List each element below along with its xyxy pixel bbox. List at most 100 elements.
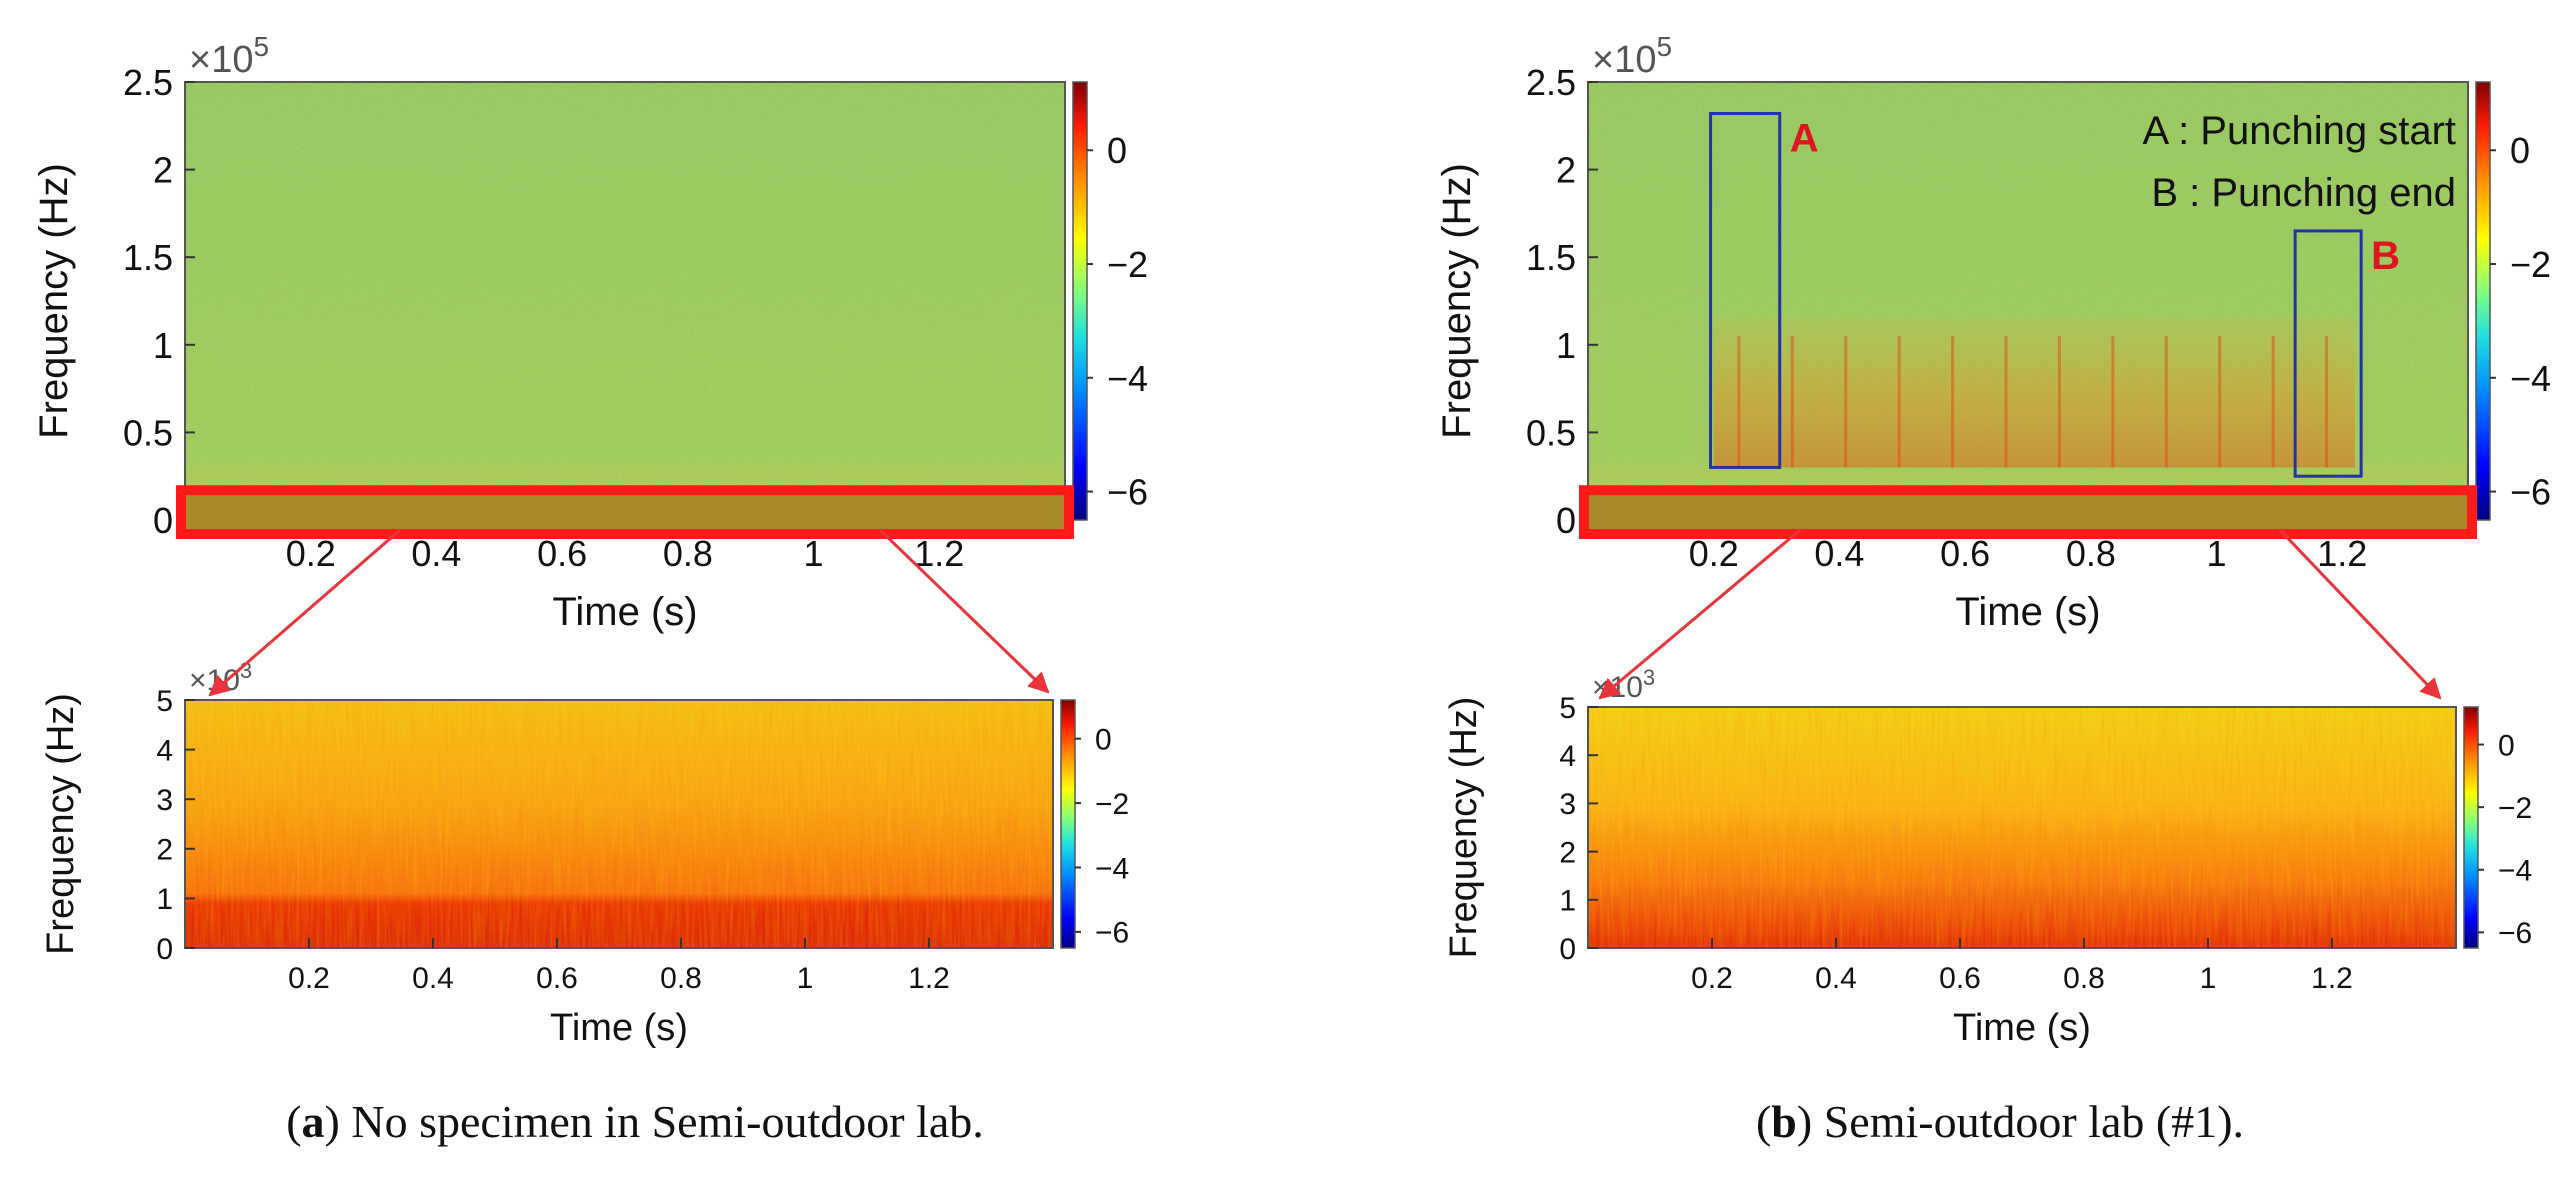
y-tick-label: 0.5 xyxy=(1526,412,1576,453)
colorbar-tick-label: −2 xyxy=(2498,792,2532,825)
x-tick-label: 0.6 xyxy=(537,533,587,574)
y-tick-label: 2.5 xyxy=(1526,62,1576,103)
y-axis-label: Frequency (Hz) xyxy=(40,693,82,955)
y-axis-label: Frequency (Hz) xyxy=(32,163,76,439)
x-tick-label: 0.8 xyxy=(663,533,713,574)
y-axis-multiplier: ×103 xyxy=(189,658,252,697)
x-tick-label: 0.2 xyxy=(1689,533,1739,574)
y-tick-label: 0 xyxy=(1556,500,1576,541)
y-tick-label: 5 xyxy=(156,685,173,718)
x-tick-label: 1.2 xyxy=(2311,962,2353,995)
zoom-arrow-right-a xyxy=(878,528,1050,694)
x-axis-label: Time (s) xyxy=(1953,1007,2091,1049)
y-axis-label: Frequency (Hz) xyxy=(1443,697,1485,959)
y-tick-label: 1.5 xyxy=(1526,237,1576,278)
x-tick-label: 1.2 xyxy=(908,962,950,995)
zoom-region-box xyxy=(1579,485,2477,540)
colorbar-tick-label: −2 xyxy=(2510,244,2551,285)
zoom-arrow-left-b xyxy=(1598,528,1801,700)
y-tick-label: 0.5 xyxy=(123,412,173,453)
colorbar-tick-label: 0 xyxy=(2498,729,2515,762)
y-tick-label: 2 xyxy=(1556,150,1576,191)
x-axis-label: Time (s) xyxy=(1955,590,2100,634)
x-axis-label: Time (s) xyxy=(552,590,697,634)
colorbar-tick-label: −2 xyxy=(1095,788,1129,821)
x-tick-label: 0.6 xyxy=(1940,533,1990,574)
x-tick-label: 0.4 xyxy=(412,962,454,995)
colorbar xyxy=(1060,699,1076,949)
colorbar-tick-label: −6 xyxy=(2510,472,2551,513)
panel-a-top: 0 0.5 1 1.5 2 2.5 0.2 0.4 0.6 0.8 1 1.2 ×105 Time (s)… xyxy=(32,31,1148,634)
x-tick-label: 0.2 xyxy=(286,533,336,574)
panel-a-bottom: 0 1 2 3 4 5 0.2 0.4 0.6 0.8 1 1.2 ×103 Time (s) Freque… xyxy=(40,658,1129,1049)
plot-frame xyxy=(1587,706,2457,949)
y-tick-label: 1.5 xyxy=(123,237,173,278)
caption-a: (a) No specimen in Semi-outdoor lab. xyxy=(286,1096,984,1147)
caption-b: (b) Semi-outdoor lab (#1). xyxy=(1755,1096,2245,1147)
y-axis-label: Frequency (Hz) xyxy=(1435,163,1479,439)
colorbar-tick-label: −4 xyxy=(1107,358,1148,399)
colorbar xyxy=(2475,81,2491,521)
colorbar xyxy=(1072,81,1088,521)
y-tick-label: 0 xyxy=(156,933,173,966)
x-tick-label: 0.4 xyxy=(1815,962,1857,995)
y-tick-label: 1 xyxy=(1556,325,1576,366)
x-tick-label: 1 xyxy=(2207,533,2227,574)
colorbar-tick-label: −6 xyxy=(1107,472,1148,513)
y-tick-label: 2 xyxy=(156,834,173,867)
x-tick-label: 0.8 xyxy=(2063,962,2105,995)
colorbar-tick-label: 0 xyxy=(1095,723,1112,756)
colorbar-tick-label: −6 xyxy=(1095,917,1129,950)
x-tick-label: 1.2 xyxy=(2317,533,2367,574)
x-tick-label: 0.2 xyxy=(288,962,330,995)
y-tick-label: 4 xyxy=(1559,740,1576,773)
colorbar-tick-label: −2 xyxy=(1107,244,1148,285)
y-tick-label: 2 xyxy=(153,150,173,191)
legend-line: A : Punching start xyxy=(2142,109,2456,153)
y-tick-label: 2.5 xyxy=(123,62,173,103)
x-axis-label: Time (s) xyxy=(550,1007,688,1049)
event-energy-band xyxy=(1713,318,2355,468)
x-tick-label: 0.8 xyxy=(2066,533,2116,574)
y-tick-label: 5 xyxy=(1559,692,1576,725)
colorbar xyxy=(2463,706,2479,949)
event-label-B: B xyxy=(2371,234,2400,278)
x-tick-label: 1 xyxy=(797,962,814,995)
y-tick-label: 3 xyxy=(1559,788,1576,821)
colorbar-tick-label: −4 xyxy=(2510,358,2551,399)
y-tick-label: 1 xyxy=(156,883,173,916)
y-tick-label: 3 xyxy=(156,784,173,817)
y-tick-label: 1 xyxy=(1559,885,1576,918)
x-tick-label: 0.4 xyxy=(1814,533,1864,574)
legend-line: B : Punching end xyxy=(2151,171,2456,215)
y-axis-multiplier: ×105 xyxy=(189,31,269,81)
event-box-B xyxy=(2293,229,2363,478)
event-label-A: A xyxy=(1790,117,1819,161)
x-tick-label: 0.6 xyxy=(1939,962,1981,995)
colorbar-tick-label: 0 xyxy=(1107,130,1127,171)
panel-b-top: 0 0.5 1 1.5 2 2.5 0.2 0.4 0.6 0.8 1 1.2 ×105 Time (s)… xyxy=(1435,31,2551,634)
y-tick-label: 4 xyxy=(156,734,173,767)
spectrogram-noise xyxy=(1588,707,2456,948)
spectrogram-noise xyxy=(185,700,1053,948)
spectrogram-noise xyxy=(185,82,1065,520)
colorbar-tick-label: −4 xyxy=(2498,855,2532,888)
colorbar-tick-label: −6 xyxy=(2498,917,2532,950)
y-tick-label: 0 xyxy=(1559,933,1576,966)
y-axis-multiplier: ×105 xyxy=(1592,31,1672,81)
colorbar-tick-label: −4 xyxy=(1095,852,1129,885)
x-tick-label: 1 xyxy=(2200,962,2217,995)
y-tick-label: 1 xyxy=(153,325,173,366)
y-tick-label: 0 xyxy=(153,500,173,541)
plot-frame xyxy=(184,699,1054,949)
event-box-A xyxy=(1709,112,1782,469)
x-tick-label: 0.8 xyxy=(660,962,702,995)
x-tick-label: 0.2 xyxy=(1691,962,1733,995)
x-tick-label: 1 xyxy=(804,533,824,574)
zoom-arrow-right-b xyxy=(2278,528,2442,700)
x-tick-label: 0.6 xyxy=(536,962,578,995)
colorbar-tick-label: 0 xyxy=(2510,130,2530,171)
zoom-arrow-left-a xyxy=(208,528,401,697)
